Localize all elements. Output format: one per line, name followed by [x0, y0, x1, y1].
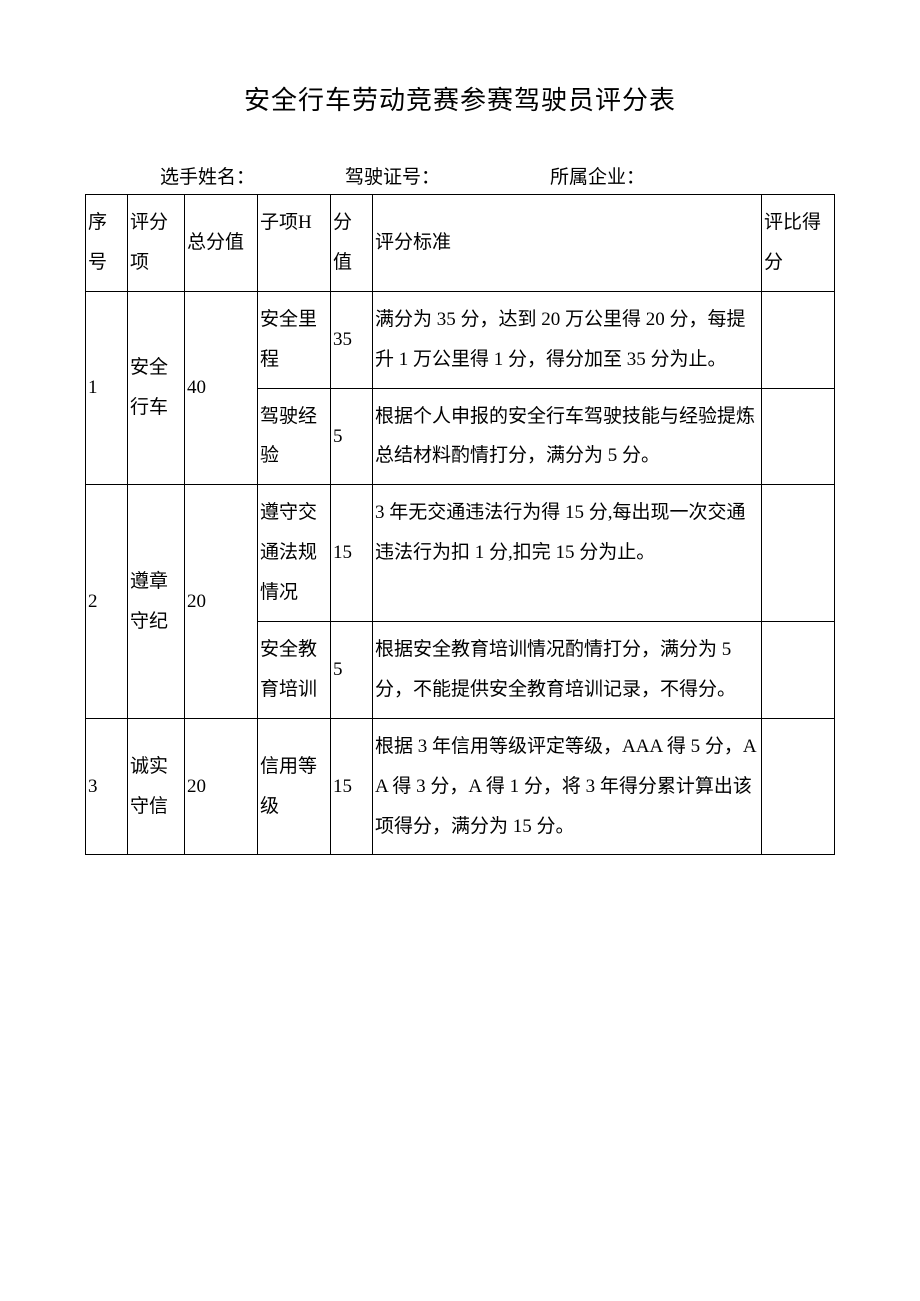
cell-total: 40: [185, 291, 258, 485]
cell-category: 安全行车: [128, 291, 185, 485]
header-criteria: 评分标准: [373, 195, 762, 292]
table-row: 1 安全行车 40 安全里程 35 满分为 35 分，达到 20 万公里得 20…: [86, 291, 835, 388]
cell-result: [762, 622, 835, 719]
info-bar: 选手姓名： 驾驶证号： 所属企业：: [85, 162, 835, 189]
table-row: 2 遵章守纪 20 遵守交通法规情况 15 3 年无交通违法行为得 15 分,每…: [86, 485, 835, 622]
cell-seq: 1: [86, 291, 128, 485]
scoring-table: 序号 评分项 总分值 子项H 分值 评分标准 评比得分 1 安全行车 40 安全…: [85, 194, 835, 855]
contestant-name-label: 选手姓名：: [160, 162, 255, 189]
cell-score: 35: [331, 291, 373, 388]
cell-subitem: 信用等级: [258, 718, 331, 855]
cell-criteria: 根据个人申报的安全行车驾驶技能与经验提炼总结材料酌情打分，满分为 5 分。: [373, 388, 762, 485]
cell-criteria: 根据 3 年信用等级评定等级，AAA 得 5 分，AA 得 3 分，A 得 1 …: [373, 718, 762, 855]
cell-criteria: 满分为 35 分，达到 20 万公里得 20 分，每提升 1 万公里得 1 分，…: [373, 291, 762, 388]
table-header-row: 序号 评分项 总分值 子项H 分值 评分标准 评比得分: [86, 195, 835, 292]
cell-criteria: 3 年无交通违法行为得 15 分,每出现一次交通违法行为扣 1 分,扣完 15 …: [373, 485, 762, 622]
cell-total: 20: [185, 718, 258, 855]
cell-result: [762, 388, 835, 485]
header-seq: 序号: [86, 195, 128, 292]
cell-result: [762, 291, 835, 388]
cell-score: 5: [331, 388, 373, 485]
cell-category: 诚实守信: [128, 718, 185, 855]
cell-subitem: 驾驶经验: [258, 388, 331, 485]
header-result: 评比得分: [762, 195, 835, 292]
cell-score: 5: [331, 622, 373, 719]
header-category: 评分项: [128, 195, 185, 292]
cell-seq: 2: [86, 485, 128, 718]
cell-criteria: 根据安全教育培训情况酌情打分，满分为 5 分，不能提供安全教育培训记录，不得分。: [373, 622, 762, 719]
cell-subitem: 安全教育培训: [258, 622, 331, 719]
cell-total: 20: [185, 485, 258, 718]
cell-result: [762, 485, 835, 622]
cell-category: 遵章守纪: [128, 485, 185, 718]
license-label: 驾驶证号：: [345, 162, 440, 189]
cell-subitem: 遵守交通法规情况: [258, 485, 331, 622]
cell-score: 15: [331, 718, 373, 855]
cell-subitem: 安全里程: [258, 291, 331, 388]
header-total: 总分值: [185, 195, 258, 292]
header-subitem: 子项H: [258, 195, 331, 292]
page-title: 安全行车劳动竞赛参赛驾驶员评分表: [85, 80, 835, 117]
cell-seq: 3: [86, 718, 128, 855]
header-score: 分值: [331, 195, 373, 292]
cell-result: [762, 718, 835, 855]
company-label: 所属企业：: [550, 162, 645, 189]
cell-score: 15: [331, 485, 373, 622]
table-row: 3 诚实守信 20 信用等级 15 根据 3 年信用等级评定等级，AAA 得 5…: [86, 718, 835, 855]
